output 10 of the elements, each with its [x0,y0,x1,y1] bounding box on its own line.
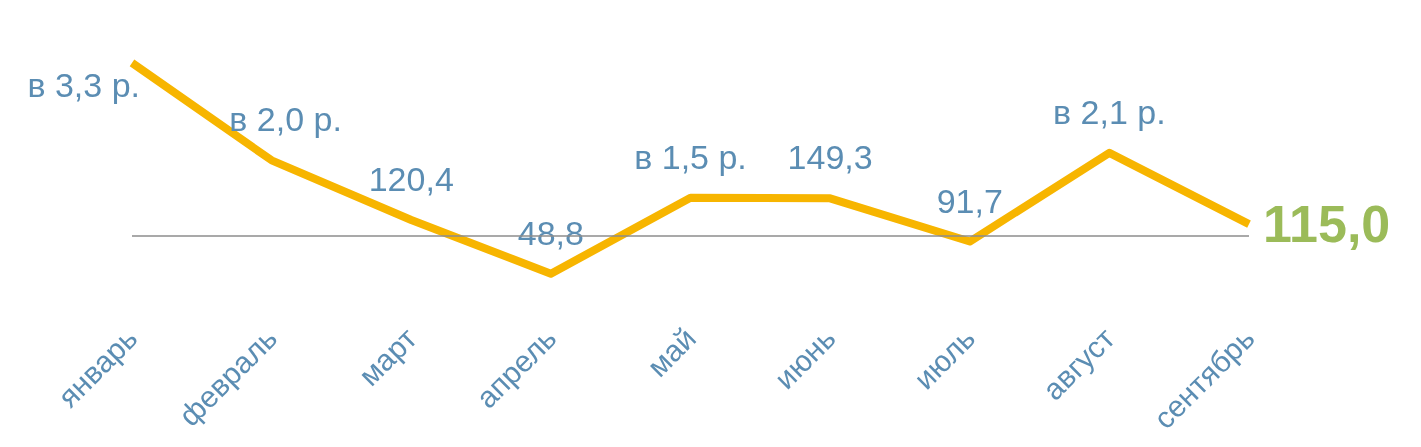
x-tick-label: май [640,321,703,383]
data-label: в 2,0 р. [229,100,342,139]
data-label: 91,7 [936,181,1003,220]
data-label: 149,3 [787,138,873,177]
data-label: 115,0 [1263,195,1391,254]
data-label: в 3,3 р. [27,65,140,104]
data-label: 48,8 [517,213,584,252]
data-label: в 2,1 р. [1053,92,1166,131]
data-label: 120,4 [368,160,454,199]
data-label: в 1,5 р. [634,137,747,176]
